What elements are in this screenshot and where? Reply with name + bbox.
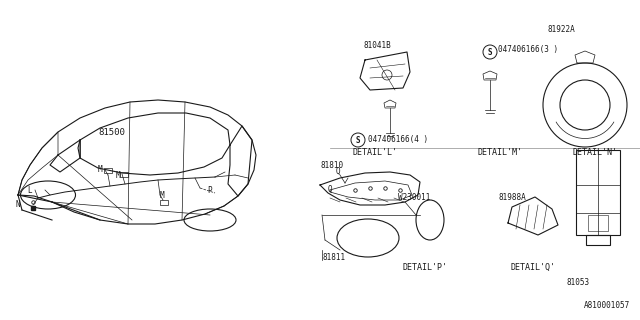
Text: 047406166(4 ): 047406166(4 ) <box>368 135 428 144</box>
Text: 81053: 81053 <box>566 278 589 287</box>
Bar <box>576 150 620 235</box>
Text: L: L <box>28 186 32 195</box>
Text: Q: Q <box>328 185 332 194</box>
Bar <box>120 172 128 177</box>
Text: P: P <box>208 186 212 195</box>
Bar <box>588 215 608 231</box>
Text: 81041B: 81041B <box>363 41 391 50</box>
Text: 81922A: 81922A <box>548 25 576 34</box>
Text: A810001057: A810001057 <box>584 301 630 310</box>
Text: DETAIL'L': DETAIL'L' <box>353 148 397 157</box>
Text: DETAIL'P': DETAIL'P' <box>403 263 447 272</box>
Text: DETAIL'Q': DETAIL'Q' <box>511 263 556 272</box>
Text: S: S <box>356 135 360 145</box>
Text: W230011: W230011 <box>398 193 430 202</box>
Text: 81988A: 81988A <box>498 193 525 202</box>
Bar <box>160 200 168 205</box>
Text: M: M <box>116 171 120 180</box>
Bar <box>104 168 112 173</box>
Text: DETAIL'M': DETAIL'M' <box>477 148 522 157</box>
Text: DETAIL'N': DETAIL'N' <box>573 148 618 157</box>
Text: 81500: 81500 <box>98 128 125 137</box>
Text: M: M <box>98 165 102 174</box>
Text: 047406166(3 ): 047406166(3 ) <box>498 45 558 54</box>
Text: Q: Q <box>336 167 340 176</box>
Text: N: N <box>16 200 20 209</box>
Text: M: M <box>160 191 164 200</box>
Bar <box>586 235 610 245</box>
Text: 81811: 81811 <box>322 253 345 262</box>
Text: 81810: 81810 <box>320 161 343 170</box>
Text: S: S <box>488 47 492 57</box>
